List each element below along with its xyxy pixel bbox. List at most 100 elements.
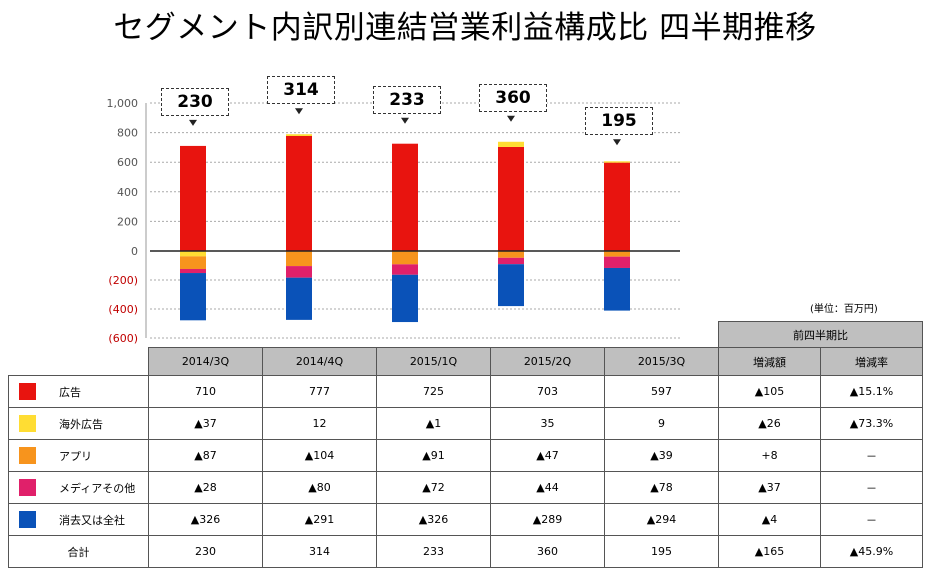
table-cell: ▲87: [148, 439, 263, 472]
bar-segment: [286, 134, 312, 137]
total-callout: 195: [585, 107, 653, 136]
table-cell: ▲104: [262, 439, 377, 472]
change-cell: ▲165: [718, 535, 821, 568]
bar-segment: [498, 146, 524, 251]
total-callout: 233: [373, 85, 441, 114]
row-label: 消去又は全社: [59, 513, 125, 527]
bar-segment: [392, 251, 418, 265]
table-cell: ▲294: [604, 503, 719, 536]
table-cell: ▲291: [262, 503, 377, 536]
change-cell: ▲73.3%: [820, 407, 923, 440]
table-cell: ▲39: [604, 439, 719, 472]
row-label-cell: 合計: [8, 535, 149, 568]
chart-title: セグメント内訳別連結営業利益構成比 四半期推移: [113, 10, 817, 46]
table-cell: 35: [490, 407, 605, 440]
table-cell: 725: [376, 375, 491, 408]
y-tick-label: 400: [117, 186, 138, 199]
bar-segment: [498, 264, 524, 307]
change-cell: ▲105: [718, 375, 821, 408]
bar-segment: [604, 256, 630, 268]
bar-segment: [286, 277, 312, 320]
table-cell: 195: [604, 535, 719, 568]
table-cell: ▲80: [262, 471, 377, 504]
change-cell: +8: [718, 439, 821, 472]
legend-swatch: [19, 447, 36, 464]
table-cell: ▲37: [148, 407, 263, 440]
bar-segment: [604, 162, 630, 251]
row-label-cell: アプリ: [8, 439, 149, 472]
callout-pointer: [189, 119, 197, 126]
column-header: 2015/2Q: [490, 347, 605, 376]
row-label-cell: 消去又は全社: [8, 503, 149, 536]
bar-segment: [286, 136, 312, 251]
column-header: 2014/4Q: [262, 347, 377, 376]
y-tick-label: 800: [117, 127, 138, 140]
y-tick-label: (600): [108, 332, 138, 345]
legend-swatch: [19, 479, 36, 496]
row-label-cell: 広告: [8, 375, 149, 408]
table-cell: ▲326: [376, 503, 491, 536]
group-header: 前四半期比: [718, 321, 923, 348]
table-cell: 314: [262, 535, 377, 568]
y-tick-label: 1,000: [107, 97, 139, 110]
bar-segment: [286, 251, 312, 267]
y-tick-label: 0: [131, 245, 138, 258]
change-cell: ▲15.1%: [820, 375, 923, 408]
table-cell: ▲44: [490, 471, 605, 504]
bar-segment: [604, 161, 630, 163]
bar-segment: [180, 251, 206, 257]
callout-pointer: [295, 108, 303, 115]
legend-swatch: [19, 415, 36, 432]
column-header: 2015/1Q: [376, 347, 491, 376]
y-tick-label: 200: [117, 215, 138, 228]
column-header: 増減額: [718, 347, 821, 376]
change-cell: ▲37: [718, 471, 821, 504]
change-cell: －: [820, 471, 923, 504]
column-header: 2015/3Q: [604, 347, 719, 376]
row-label: アプリ: [59, 449, 92, 463]
table-cell: ▲91: [376, 439, 491, 472]
table-cell: 9: [604, 407, 719, 440]
table-cell: ▲326: [148, 503, 263, 536]
bar-segment: [392, 274, 418, 323]
bar-segment: [180, 273, 206, 321]
change-cell: ▲4: [718, 503, 821, 536]
bar-segment: [392, 143, 418, 251]
table-cell: ▲78: [604, 471, 719, 504]
change-cell: －: [820, 503, 923, 536]
bar-segment: [286, 266, 312, 278]
change-cell: －: [820, 439, 923, 472]
change-cell: ▲45.9%: [820, 535, 923, 568]
bar-segment: [180, 268, 206, 274]
bar-segment: [498, 141, 524, 147]
bar-segment: [604, 267, 630, 311]
table-cell: 230: [148, 535, 263, 568]
table-cell: 12: [262, 407, 377, 440]
table-cell: ▲47: [490, 439, 605, 472]
table-cell: 777: [262, 375, 377, 408]
bar-segment: [604, 251, 630, 257]
total-callout: 230: [161, 87, 229, 116]
bar-segment: [180, 145, 206, 251]
bar-segment: [180, 256, 206, 269]
callout-pointer: [401, 117, 409, 124]
bar-segment: [498, 257, 524, 265]
callout-pointer: [613, 139, 621, 146]
y-tick-label: (400): [108, 303, 138, 316]
table-cell: ▲28: [148, 471, 263, 504]
table-cell: 360: [490, 535, 605, 568]
table-cell: ▲289: [490, 503, 605, 536]
row-label-cell: メディアその他: [8, 471, 149, 504]
change-cell: ▲26: [718, 407, 821, 440]
table-cell: ▲72: [376, 471, 491, 504]
column-header: 増減率: [820, 347, 923, 376]
callout-pointer: [507, 115, 515, 122]
row-label-cell: 海外広告: [8, 407, 149, 440]
table-cell: 597: [604, 375, 719, 408]
total-callout: 314: [267, 76, 335, 105]
row-label: メディアその他: [59, 481, 136, 495]
table-cell: ▲1: [376, 407, 491, 440]
y-tick-label: (200): [108, 274, 138, 287]
unit-label: (単位：百万円): [810, 304, 878, 315]
row-label: 海外広告: [59, 417, 103, 431]
